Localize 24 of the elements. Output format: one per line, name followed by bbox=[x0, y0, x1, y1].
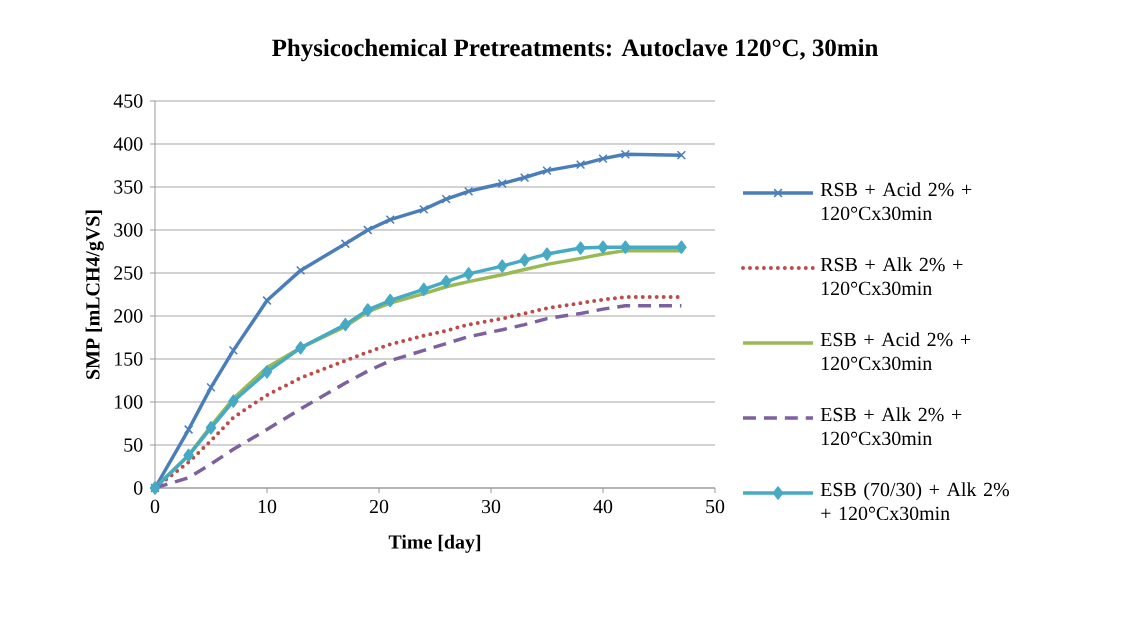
y-tick-label: 200 bbox=[114, 309, 143, 323]
y-tick-label: 100 bbox=[115, 395, 143, 409]
y-tick-label: 150 bbox=[115, 352, 143, 366]
x-tick-label: 10 bbox=[258, 499, 277, 514]
x-tick-label: 40 bbox=[593, 499, 613, 514]
x-tick-label: 0 bbox=[150, 499, 160, 514]
legend-label: RSB + Alk 2% + 120°Cx30min bbox=[820, 257, 963, 296]
x-axis-title: Time [day] bbox=[388, 534, 481, 553]
x-tick-label: 20 bbox=[369, 499, 389, 514]
legend-label: ESB + Alk 2% + 120°Cx30min bbox=[820, 407, 962, 446]
y-tick-label: 400 bbox=[113, 137, 143, 151]
x-tick-label: 30 bbox=[481, 499, 501, 514]
y-tick-label: 350 bbox=[114, 180, 143, 194]
chart-title: Physicochemical Pretreatments: Autoclave 120°C, 30min bbox=[272, 38, 878, 62]
y-tick-label: 0 bbox=[133, 481, 143, 495]
legend-label: ESB (70/30) + Alk 2% + 120°Cx30min bbox=[820, 482, 1009, 521]
x-tick-label: 50 bbox=[706, 499, 725, 514]
y-axis-title: SMP [mLCH4/gVS] bbox=[85, 210, 104, 379]
legend-label: ESB + Acid 2% + 120°Cx30min bbox=[820, 332, 971, 371]
legend-label: RSB + Acid 2% + 120°Cx30min bbox=[820, 182, 972, 221]
y-tick-label: 50 bbox=[124, 438, 143, 452]
y-tick-label: 250 bbox=[114, 266, 143, 280]
y-tick-label: 300 bbox=[114, 223, 143, 237]
y-tick-label: 450 bbox=[113, 94, 143, 108]
